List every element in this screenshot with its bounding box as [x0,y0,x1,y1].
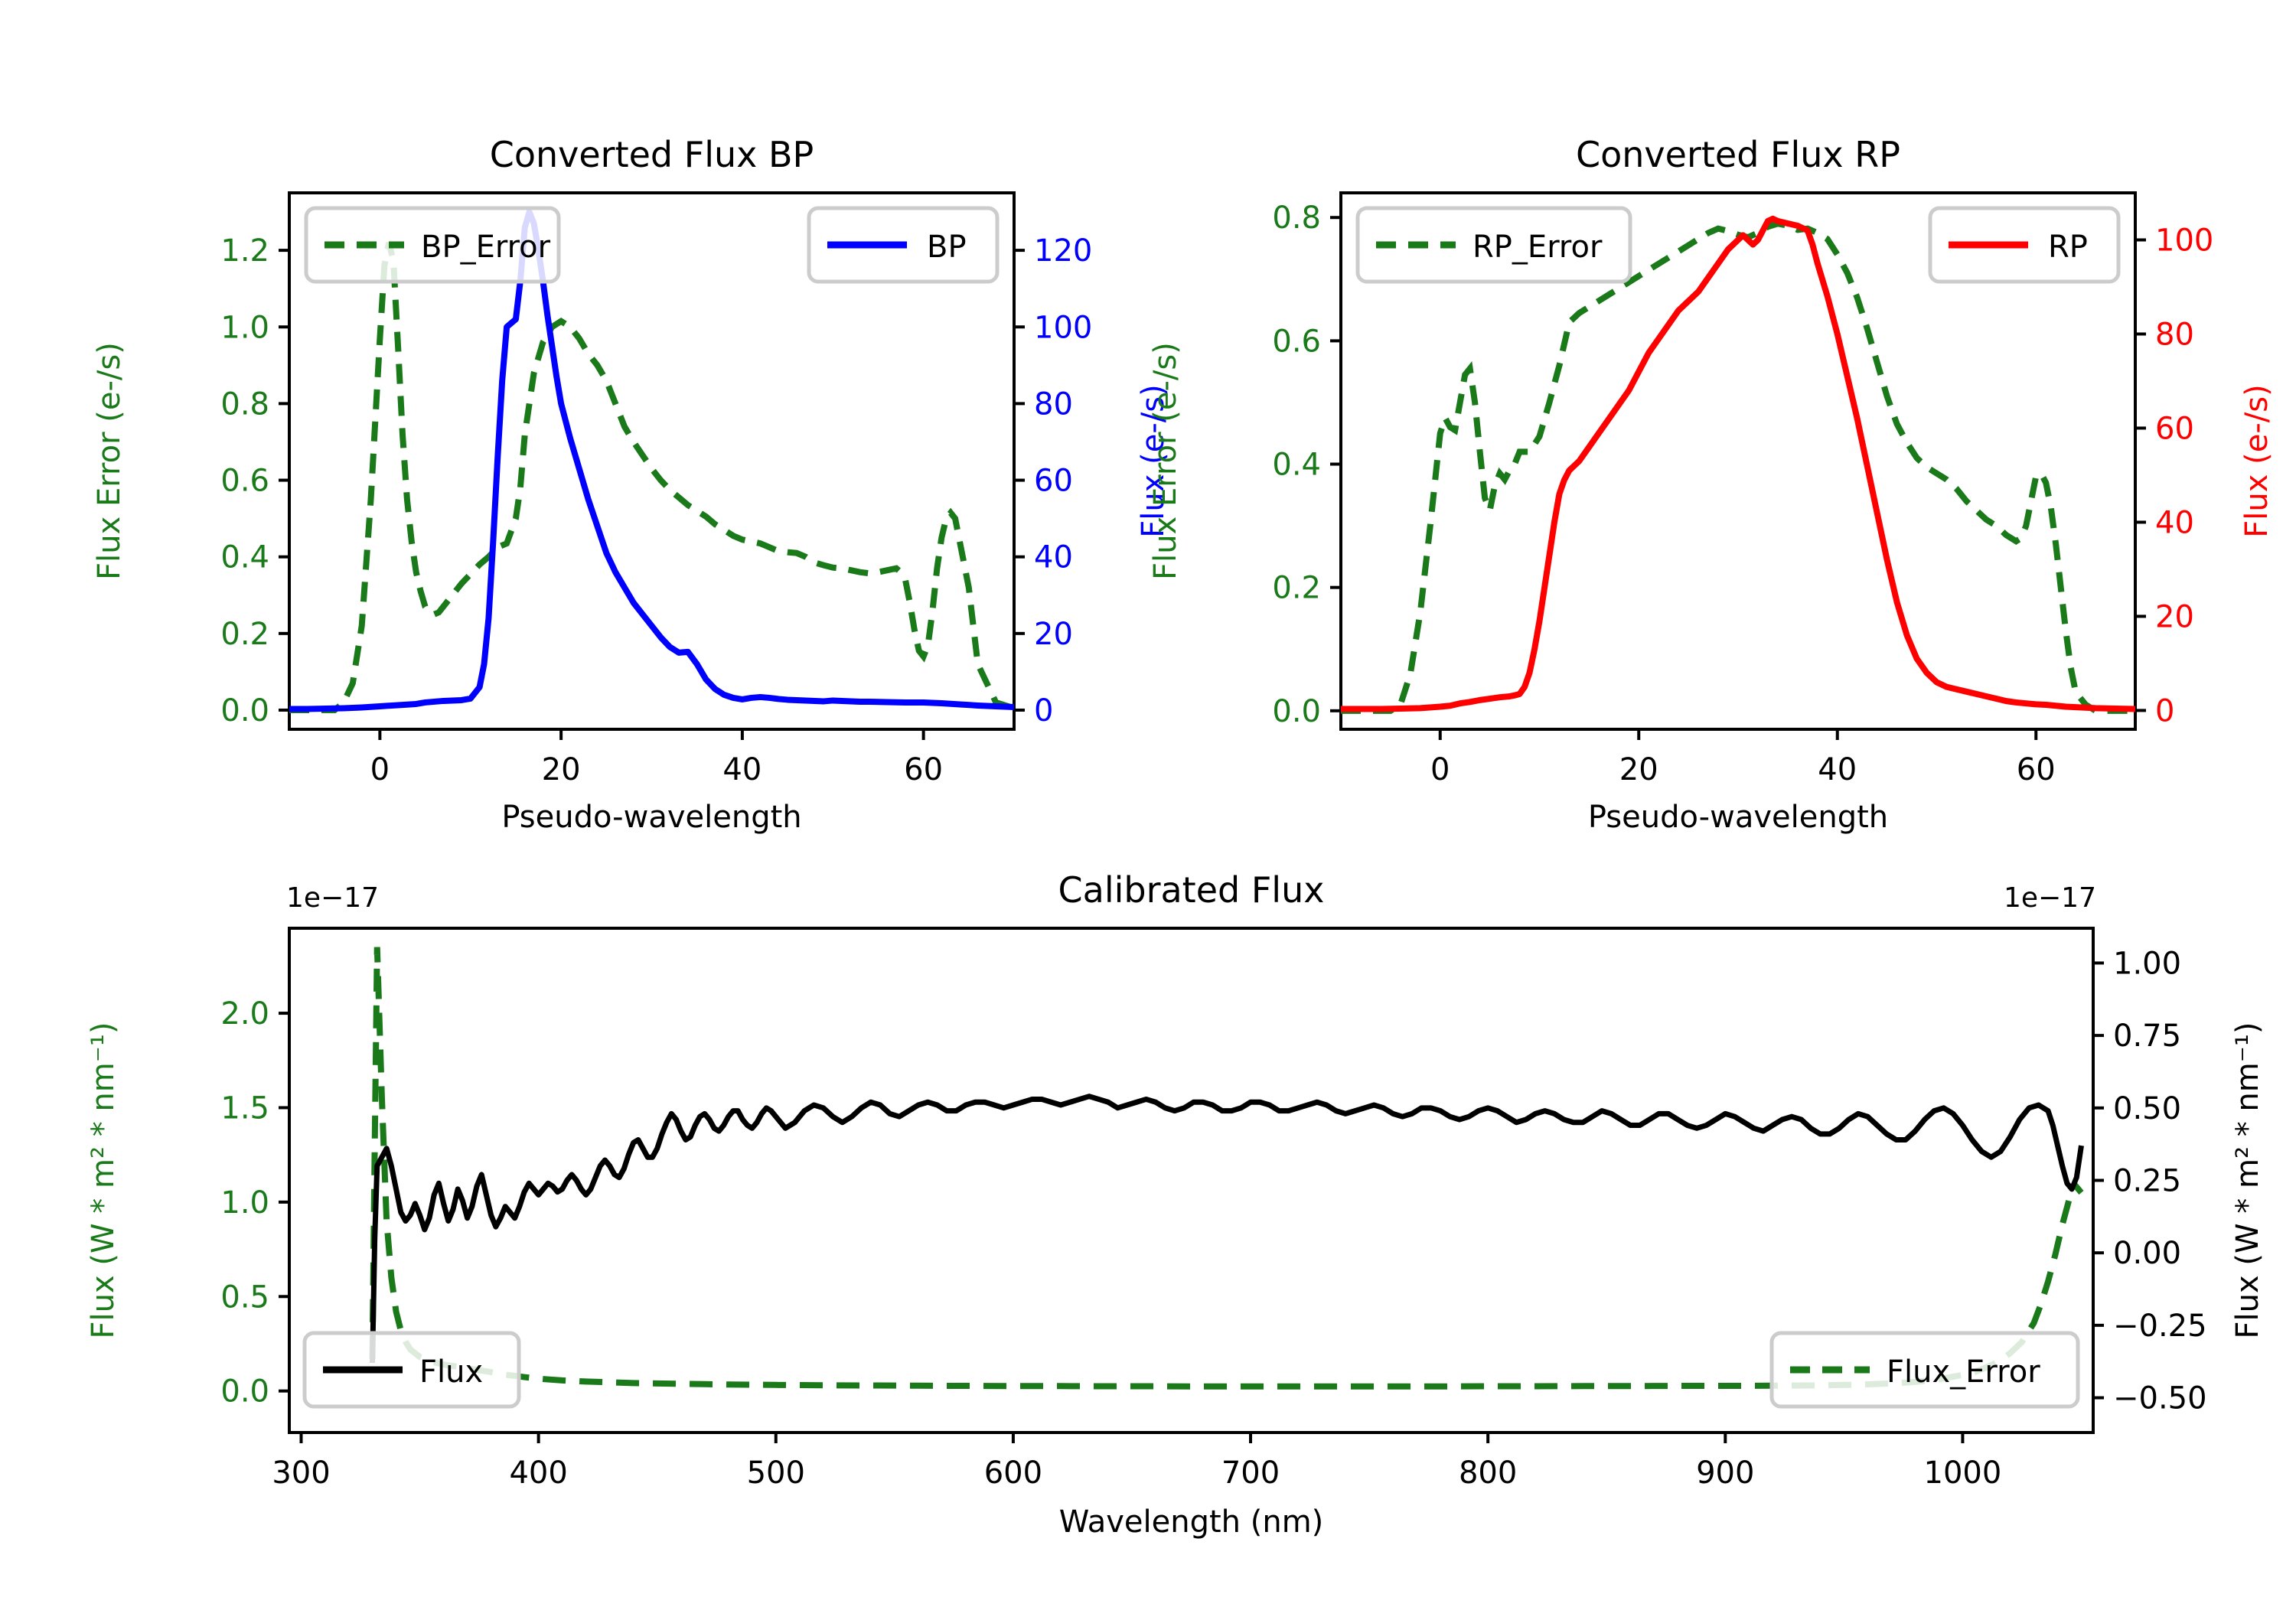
legend-label-rp-error: RP_Error [1473,230,1603,265]
y-axis-label-left-bp: Flux Error (e-/s) [92,342,127,580]
series-bp-error [289,242,1014,713]
y-tick-label-right: 0.50 [2113,1091,2181,1126]
series-rp [1341,215,2135,712]
y-tick-label-right: 20 [2155,599,2194,634]
y-tick-label-right: 0 [2155,693,2174,729]
y-tick-label-left: 0.5 [220,1279,269,1315]
y-axis-label-right-bp: Flux (e-/s) [1136,384,1171,537]
y-axis-label-left-rp: Flux Error (e-/s) [1148,342,1183,580]
x-tick-label: 800 [1459,1455,1517,1491]
y-tick-label-right: 120 [1034,233,1092,269]
subplot-title-calibrated: Calibrated Flux [1058,869,1325,911]
y-tick-label-right: 0.00 [2113,1236,2181,1271]
y-tick-label-right: 20 [1034,617,1073,652]
y-axis-label-right-rp: Flux (e-/s) [2239,384,2275,537]
y-tick-label-right: 0.25 [2113,1164,2181,1199]
y-tick-label-left: 0.4 [220,540,269,575]
x-tick-label: 20 [542,752,581,787]
y-tick-label-left: 0.2 [220,617,269,652]
subplot-title-rp: Converted Flux RP [1576,134,1900,175]
legend-label-bp: BP [927,230,967,265]
y-tick-label-right: 80 [1034,386,1073,422]
legend-bp-error[interactable]: BP_Error [304,206,561,284]
y-tick-label-right: 60 [2155,411,2194,446]
x-axis-label-rp: Pseudo-wavelength [1588,800,1888,835]
y-tick-label-left: 0.0 [220,1374,269,1410]
x-tick-label: 300 [272,1455,330,1491]
y-tick-label-left: 1.5 [220,1090,269,1126]
subplot-title-bp: Converted Flux BP [490,134,814,175]
x-tick-label: 600 [984,1455,1042,1491]
x-tick-label: 500 [747,1455,805,1491]
subplot-calibrated-flux: Calibrated Flux 1e−17 1e−17 300 400 500 600 700… [86,869,2265,1540]
y-axis-label-left-calibrated: Flux (W * m² * nm⁻¹) [86,1022,121,1339]
series-flux-error [369,947,2084,1390]
x-tick-label: 1000 [1924,1455,2002,1491]
y-tick-label-left: 1.0 [220,1185,269,1221]
legend-label-flux-error: Flux_Error [1887,1354,2040,1390]
x-tick-label: 60 [2017,752,2056,787]
axes-frame-bp [288,191,1016,731]
y-tick-label-left: 0.6 [1272,324,1321,359]
subplot-converted-flux-rp: Converted Flux RP 0 20 40 60 Pseudo-wavelengt… [1148,134,2275,835]
x-tick-label: 400 [509,1455,567,1491]
legend-label-flux: Flux [419,1354,483,1390]
x-tick-label: 700 [1221,1455,1280,1491]
y-tick-label-right: −0.25 [2113,1309,2207,1344]
x-tick-label: 40 [1818,752,1857,787]
y-tick-label-left: 0.0 [1272,694,1321,729]
y-tick-label-left: 0.4 [1272,448,1321,483]
legend-label-bp-error: BP_Error [421,230,551,265]
series-rp-error [1341,220,2135,714]
x-axis-label-calibrated: Wavelength (nm) [1059,1504,1324,1540]
series-flux [370,1094,2084,1364]
y-tick-label-left: 2.0 [220,996,269,1032]
y-axis-label-right-calibrated: Flux (W * m² * nm⁻¹) [2230,1022,2265,1339]
y-tick-label-left: 0.2 [1272,571,1321,606]
subplot-converted-flux-bp: Converted Flux BP 0 20 40 60 Pseudo-wavelengt… [92,134,1171,835]
y-tick-label-right: 1.00 [2113,946,2181,981]
x-tick-label: 60 [904,752,943,787]
y-tick-label-right: 40 [1034,540,1073,575]
axes-frame-rp [1339,191,2137,731]
x-tick-label: 900 [1696,1455,1754,1491]
y-tick-label-left: 1.0 [220,310,269,345]
y-tick-label-right: 80 [2155,317,2194,352]
y-tick-label-right: 0 [1034,693,1053,729]
offset-text-right: 1e−17 [2004,882,2096,914]
y-tick-label-left: 1.2 [220,233,269,269]
x-tick-label: 20 [1619,752,1658,787]
x-axis-label-bp: Pseudo-wavelength [501,800,801,835]
legend-rp[interactable]: RP [1928,206,2121,284]
y-tick-label-left: 0.6 [220,464,269,499]
y-tick-label-left: 0.8 [220,386,269,422]
y-tick-label-right: 40 [2155,505,2194,540]
series-bp [289,209,1014,712]
legend-label-rp: RP [2048,230,2088,265]
y-tick-label-right: −0.50 [2113,1381,2207,1416]
x-tick-label: 0 [1430,752,1450,787]
y-tick-label-right: 100 [1034,310,1092,345]
x-tick-label: 0 [370,752,390,787]
legend-flux[interactable]: Flux [302,1331,521,1409]
legend-rp-error[interactable]: RP_Error [1355,206,1632,284]
y-tick-label-left: 0.8 [1272,200,1321,236]
y-tick-label-left: 0.0 [220,693,269,729]
offset-text-left: 1e−17 [286,882,379,914]
y-tick-label-right: 60 [1034,464,1073,499]
y-tick-label-right: 0.75 [2113,1019,2181,1054]
legend-flux-error[interactable]: Flux_Error [1769,1331,2080,1409]
x-tick-label: 40 [722,752,762,787]
legend-bp[interactable]: BP [807,206,1000,284]
y-tick-label-right: 100 [2155,223,2213,258]
